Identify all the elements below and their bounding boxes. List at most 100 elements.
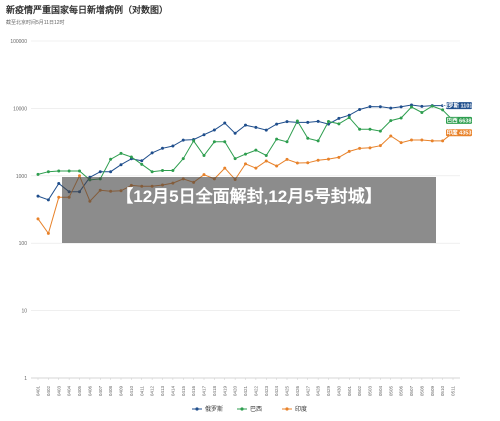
data-point [244, 162, 247, 166]
data-point [389, 119, 393, 123]
data-point [347, 149, 351, 153]
end-label-box [446, 102, 472, 110]
chart-title: 新疫情严重国家每日新增病例（对数图） [6, 4, 168, 15]
data-point [285, 140, 289, 144]
data-point [181, 157, 185, 161]
data-point [244, 123, 247, 127]
x-tick-label: 0424 [274, 385, 279, 396]
data-point [78, 169, 81, 173]
end-label-box [446, 129, 472, 137]
data-point [46, 231, 50, 235]
data-point [78, 174, 81, 178]
data-point [119, 151, 123, 155]
data-point [57, 181, 61, 185]
x-tick-label: 0502 [357, 385, 362, 396]
data-point [306, 136, 310, 140]
x-tick-label: 0410 [129, 385, 134, 396]
data-point [192, 139, 196, 143]
y-tick-label: 1000 [16, 174, 27, 180]
x-tick-label: 0405 [77, 385, 82, 396]
y-tick-label: 1 [24, 376, 27, 382]
legend-label: 印度 [295, 405, 307, 413]
data-point [420, 138, 424, 142]
data-point [202, 173, 206, 177]
data-point [223, 140, 227, 144]
data-point [98, 170, 102, 174]
data-point [264, 128, 268, 132]
data-point [399, 105, 403, 109]
x-tick-label: 0427 [305, 385, 310, 396]
x-tick-label: 0501 [347, 385, 352, 396]
x-tick-label: 0505 [388, 385, 393, 396]
x-tick-label: 0510 [440, 385, 445, 396]
x-tick-label: 0509 [430, 385, 435, 396]
data-point [285, 120, 289, 124]
data-point [212, 128, 216, 132]
x-tick-label: 0416 [191, 385, 196, 396]
data-point [295, 161, 299, 165]
data-point [358, 108, 362, 112]
chart-subtitle: 截至北京时间5月11日12时 [6, 19, 65, 26]
data-point [420, 104, 424, 108]
data-point [358, 146, 362, 150]
data-point [441, 108, 445, 112]
legend-label: 俄罗斯 [205, 405, 223, 413]
data-point [36, 172, 40, 176]
data-point [337, 116, 341, 120]
data-point [337, 122, 341, 126]
data-point [285, 157, 289, 161]
x-tick-label: 0403 [56, 385, 61, 396]
data-point [140, 162, 144, 166]
x-tick-label: 0409 [119, 385, 124, 396]
y-tick-label: 10000 [13, 106, 27, 112]
data-point [109, 157, 113, 161]
data-point [347, 113, 351, 117]
x-tick-label: 0506 [399, 385, 404, 396]
y-tick-label: 10 [21, 309, 27, 315]
series-line-1 [37, 105, 454, 181]
data-point [378, 144, 382, 148]
data-point [119, 163, 123, 167]
data-point [441, 139, 445, 143]
y-tick-label: 100000 [10, 39, 27, 45]
data-point [389, 134, 393, 138]
x-tick-label: 0418 [212, 385, 217, 396]
data-point [430, 139, 434, 143]
x-tick-label: 0401 [36, 385, 41, 396]
x-tick-label: 0507 [409, 385, 414, 396]
data-point [347, 116, 351, 120]
data-point [441, 104, 445, 108]
data-point [233, 157, 237, 161]
data-point [36, 217, 40, 221]
data-point [275, 164, 279, 168]
data-point [181, 138, 185, 142]
data-point [275, 137, 279, 141]
x-tick-label: 0428 [316, 385, 321, 396]
x-axis: 0401 0402 0403 0404 0405 0406 0407 0408 0409 0410… [36, 385, 456, 396]
data-point [306, 120, 310, 124]
data-point [368, 105, 372, 109]
overlay-caption: 【12月5日全面解封,12月5号封城】 [62, 177, 436, 243]
data-point [109, 170, 113, 174]
data-point [57, 169, 61, 173]
x-tick-label: 0421 [243, 385, 248, 396]
x-tick-label: 0503 [368, 385, 373, 396]
data-point [254, 166, 258, 170]
data-point [378, 129, 382, 133]
legend: 俄罗斯 巴西 印度 [192, 405, 307, 413]
data-point [306, 161, 310, 165]
data-point [212, 140, 216, 144]
data-point [316, 119, 320, 123]
x-tick-label: 0412 [150, 385, 155, 396]
data-point [368, 127, 372, 131]
data-point [264, 159, 268, 163]
x-tick-label: 0407 [98, 385, 103, 396]
x-tick-label: 0417 [202, 385, 207, 396]
x-tick-label: 0411 [139, 386, 144, 396]
data-point [46, 198, 50, 202]
x-tick-label: 0419 [222, 385, 227, 396]
x-tick-label: 0404 [67, 385, 72, 396]
data-point [202, 133, 206, 137]
data-point [150, 151, 154, 155]
x-tick-label: 0430 [336, 385, 341, 396]
